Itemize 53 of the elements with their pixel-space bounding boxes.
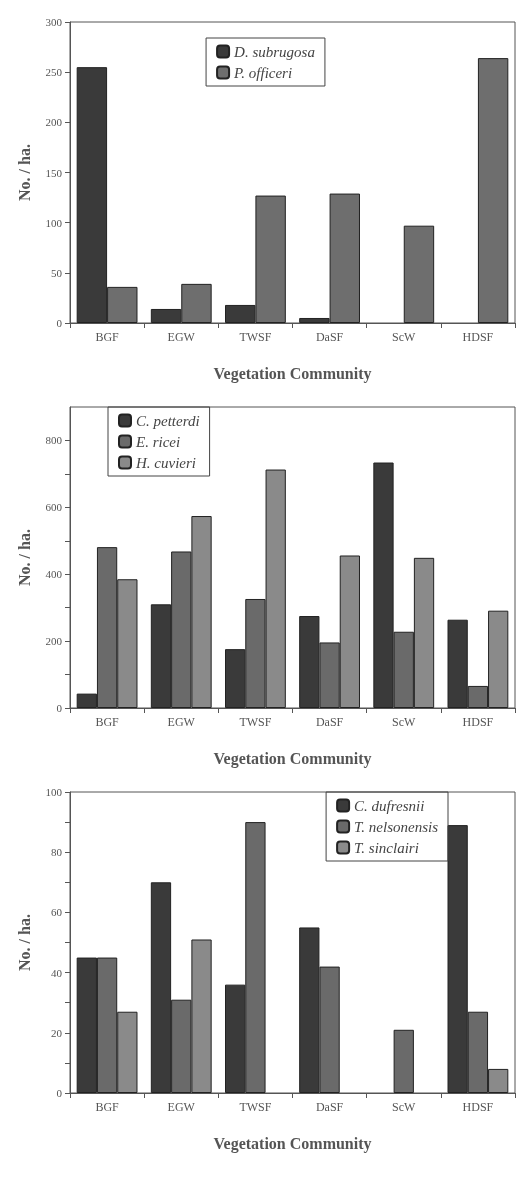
x-tick-label: ScW — [392, 715, 417, 729]
y-tick-label: 400 — [45, 568, 63, 581]
y-tick-label: 80 — [51, 846, 63, 859]
x-axis-title: Vegetation Community — [213, 1134, 372, 1153]
x-tick-label: EGW — [167, 330, 196, 344]
y-tick-label: 20 — [51, 1026, 63, 1039]
y-tick-label: 0 — [56, 1087, 63, 1099]
y-tick-label: 600 — [45, 501, 63, 514]
x-tick-label: DaSF — [315, 1100, 344, 1114]
x-tick-label: TWSF — [239, 330, 272, 344]
x-tick-label: ScW — [392, 330, 417, 344]
bar — [393, 1029, 414, 1093]
y-tick-label: 250 — [45, 66, 63, 79]
y-tick-label: 100 — [45, 216, 63, 229]
x-tick-label: DaSF — [315, 330, 344, 344]
y-tick-label: 800 — [45, 434, 63, 447]
legend-label: P. officeri — [233, 64, 293, 81]
y-tick-label: 100 — [45, 786, 63, 798]
y-tick-label: 0 — [56, 702, 63, 714]
legend-label: T. nelsonensis — [354, 818, 439, 835]
y-tick-label: 200 — [45, 116, 63, 129]
x-tick-label: BGF — [95, 1100, 120, 1114]
legend-label: E. ricei — [135, 433, 181, 450]
x-tick-label: EGW — [167, 1100, 196, 1114]
x-tick-label: TWSF — [239, 715, 272, 729]
x-tick-label: BGF — [95, 330, 120, 344]
y-axis-title: No. / ha. — [15, 144, 33, 201]
y-tick-label: 40 — [51, 966, 63, 979]
legend-label: D. subrugosa — [233, 43, 315, 60]
y-tick-label: 150 — [45, 166, 63, 179]
x-tick-label: TWSF — [239, 1100, 272, 1114]
y-axis-title: No. / ha. — [15, 914, 33, 971]
y-axis-title: No. / ha. — [15, 529, 33, 586]
x-tick-label: HDSF — [462, 1100, 494, 1114]
x-tick-label: DaSF — [315, 715, 344, 729]
x-tick-label: BGF — [95, 715, 120, 729]
x-tick-label: ScW — [392, 1100, 417, 1114]
x-axis-title: Vegetation Community — [213, 364, 372, 383]
bar — [403, 225, 435, 323]
x-axis-title: Vegetation Community — [213, 749, 372, 768]
legend-label: C. petterdi — [136, 412, 200, 429]
y-tick-label: 0 — [56, 317, 63, 329]
legend-label: T. sinclairi — [354, 839, 419, 856]
x-tick-label: HDSF — [462, 330, 494, 344]
y-tick-label: 50 — [51, 266, 63, 279]
x-tick-label: HDSF — [462, 715, 494, 729]
bar — [477, 58, 509, 323]
y-tick-label: 200 — [45, 635, 63, 648]
legend-label: H. cuvieri — [135, 454, 196, 471]
y-tick-label: 60 — [51, 906, 63, 919]
x-tick-label: EGW — [167, 715, 196, 729]
legend-label: C. dufresnii — [354, 797, 425, 814]
y-tick-label: 300 — [45, 16, 63, 28]
